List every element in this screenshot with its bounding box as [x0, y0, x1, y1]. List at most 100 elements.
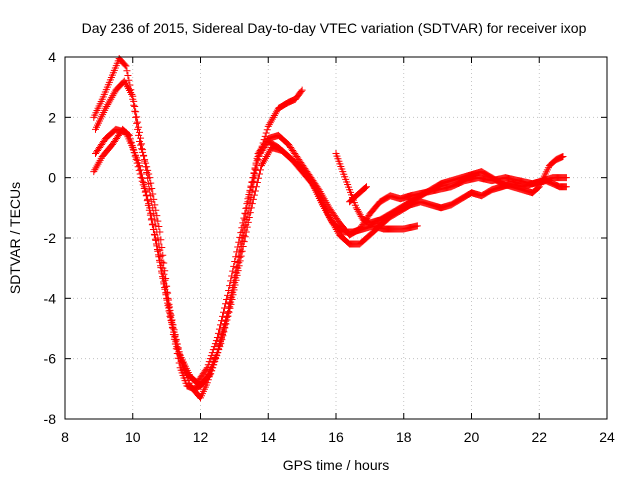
y-tick-label: 0: [48, 170, 56, 186]
data-point: [135, 123, 143, 131]
data-point: [313, 188, 321, 196]
data-point: [222, 320, 230, 328]
data-point: [163, 294, 171, 302]
data-point: [562, 174, 570, 182]
data-point: [148, 221, 156, 229]
data-point: [233, 271, 241, 279]
data-point: [140, 185, 148, 193]
data-point: [312, 186, 320, 194]
data-point: [238, 247, 246, 255]
data-point: [249, 174, 257, 182]
data-point: [224, 291, 232, 299]
data-point: [152, 240, 160, 248]
data-point: [362, 184, 370, 192]
data-point: [214, 329, 222, 337]
data-point: [208, 349, 216, 357]
data-point: [218, 336, 226, 344]
data-point: [157, 262, 165, 270]
data-point: [129, 145, 137, 153]
series-track-4: [90, 125, 570, 387]
data-point: [167, 314, 175, 322]
data-point: [250, 169, 258, 177]
data-point: [142, 192, 150, 200]
data-point: [130, 97, 138, 105]
y-tick-labels: 4 2 0 -2 -4 -6 -8: [44, 49, 57, 427]
data-point: [219, 332, 227, 340]
data-point: [140, 151, 148, 159]
data-point: [109, 92, 117, 100]
data-point: [172, 338, 180, 346]
data-point: [211, 340, 219, 348]
data-point: [266, 147, 274, 155]
data-point: [244, 218, 252, 226]
data-point: [243, 223, 251, 231]
data-point: [146, 186, 154, 194]
data-point: [139, 146, 147, 154]
data-point: [265, 149, 273, 157]
plot-frame: [64, 56, 608, 420]
data-point: [247, 182, 255, 190]
data-point: [235, 262, 243, 270]
data-point: [272, 108, 280, 116]
data-point: [230, 262, 238, 270]
data-point: [261, 156, 269, 164]
data-point: [162, 289, 170, 297]
data-point: [223, 296, 231, 304]
data-point: [141, 157, 149, 165]
data-point: [559, 153, 567, 161]
data-point: [145, 206, 153, 214]
data-point: [105, 99, 113, 107]
data-point: [327, 217, 335, 225]
data-point: [203, 364, 211, 372]
data-point: [232, 253, 240, 261]
data-point: [160, 278, 168, 286]
data-point: [252, 183, 260, 191]
data-point: [254, 174, 262, 182]
data-point: [240, 238, 248, 246]
data-point: [328, 218, 336, 226]
y-tick-label: 2: [48, 109, 56, 125]
data-point: [107, 95, 115, 103]
data-point: [240, 214, 248, 222]
data-point: [148, 198, 156, 206]
data-point: [131, 152, 139, 160]
data-point: [133, 119, 141, 127]
data-point: [143, 169, 151, 177]
data-point: [250, 191, 258, 199]
data-point: [137, 174, 145, 182]
data-point: [306, 175, 314, 183]
data-point: [154, 217, 162, 225]
data-point: [126, 135, 134, 143]
data-point: [256, 166, 264, 174]
data-point: [131, 103, 139, 111]
data-point: [138, 177, 146, 185]
data-point: [157, 236, 165, 244]
x-tick-label: 20: [464, 429, 480, 445]
data-point: [154, 251, 162, 259]
data-point: [150, 230, 158, 238]
data-point: [149, 226, 157, 234]
data-point: [241, 209, 249, 217]
data-point: [104, 101, 112, 109]
data-point: [227, 277, 235, 285]
data-point: [234, 267, 242, 275]
data-point: [132, 108, 140, 116]
data-point: [207, 370, 215, 378]
data-point: [251, 165, 259, 173]
data-point: [562, 183, 570, 191]
data-point: [222, 300, 230, 308]
data-point: [124, 72, 132, 80]
data-point: [161, 283, 169, 291]
data-point: [168, 318, 176, 326]
data-point: [108, 93, 116, 101]
data-point: [221, 304, 229, 312]
data-point: [263, 153, 271, 161]
data-point: [314, 190, 322, 198]
data-point: [165, 304, 173, 312]
data-point: [137, 134, 145, 142]
data-points: [90, 55, 570, 402]
data-point: [225, 286, 233, 294]
data-point: [237, 252, 245, 260]
y-axis-label: SDTVAR / TECUs: [7, 182, 23, 294]
data-point: [298, 86, 306, 94]
